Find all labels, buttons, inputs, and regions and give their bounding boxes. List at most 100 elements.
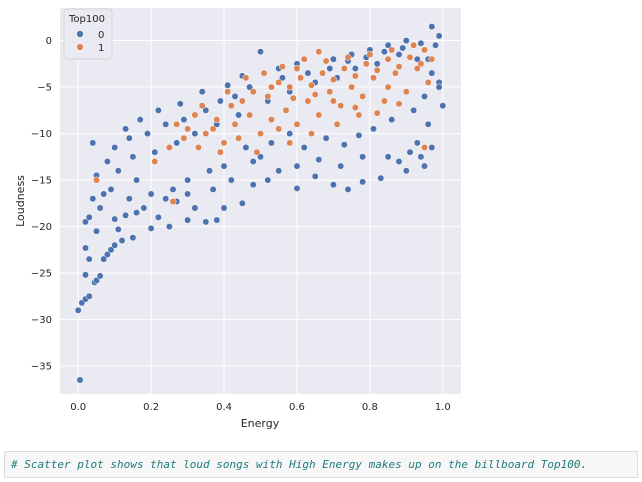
data-point [319,69,326,77]
data-point [355,131,363,139]
data-point [162,195,170,203]
data-point [329,97,337,105]
data-point [413,65,421,72]
data-point [213,216,221,224]
data-point [162,120,170,128]
data-point [264,92,272,100]
data-point [227,176,235,184]
data-point [293,120,301,128]
y-tick-label: −15 [31,176,52,187]
data-point [93,277,100,284]
data-point [82,271,89,279]
data-point [329,181,337,189]
series-1 [93,41,436,205]
x-tick-label: 1.0 [435,402,451,413]
data-point [246,83,254,91]
data-point [432,41,439,49]
data-point [439,102,447,110]
data-point [213,116,221,124]
data-point [74,306,82,314]
grid-lines [60,8,461,394]
data-point [100,255,108,263]
data-point [362,60,370,68]
data-point [395,51,403,58]
legend-marker-0 [76,30,84,38]
data-point [114,225,122,233]
y-tick-label: −35 [31,362,52,373]
data-point [100,190,108,198]
data-point [344,53,352,61]
data-point [384,55,392,63]
code-cell[interactable]: # Scatter plot shows that loud songs wit… [4,451,638,478]
data-point [275,167,283,175]
data-point [424,78,432,86]
data-point [206,167,213,175]
data-point [351,72,359,80]
data-point [107,246,115,254]
data-point [304,97,312,105]
data-point [184,125,192,133]
data-point [340,141,348,149]
data-point [333,120,341,128]
data-point [359,92,367,100]
data-point [267,83,275,91]
data-point [122,211,130,219]
data-point [253,148,261,156]
data-point [406,148,414,156]
data-point [224,88,232,96]
data-point [85,213,93,221]
legend: Top100 0 1 [63,8,113,60]
data-point [304,69,312,77]
data-point [340,65,348,72]
data-point [264,176,272,184]
data-point [173,139,181,147]
data-point [428,69,436,77]
data-point [366,51,374,58]
data-point [370,125,377,133]
data-point [242,144,250,151]
data-point [351,65,359,72]
data-point [315,111,323,119]
data-point [297,74,305,82]
data-point [421,144,428,151]
data-point [300,55,308,63]
data-point [260,69,268,77]
data-point [224,81,232,89]
data-point [180,134,188,142]
data-point [147,190,155,198]
data-point [275,125,283,133]
data-point [220,162,228,170]
data-point [89,139,97,147]
data-point [388,46,396,54]
data-point [326,88,334,96]
scatter-chart: 0.0 0.2 0.4 0.6 0.8 1.0 0 −5 −10 −15 −20 −25 −30 −35… [14,8,461,430]
data-point [195,144,202,151]
data-point [235,111,243,119]
data-point [267,116,275,124]
data-point [384,153,392,161]
data-point [249,88,257,96]
legend-marker-1 [76,43,84,51]
data-point [202,130,210,138]
data-point [275,78,283,86]
data-point [202,218,210,226]
data-point [169,198,177,205]
data-point [231,92,239,100]
data-point [395,63,403,71]
data-point [257,48,264,56]
x-tick-label: 0.0 [70,402,86,413]
y-tick-label: −10 [31,129,52,140]
data-point [278,74,286,82]
data-point [388,116,396,124]
data-point [85,255,93,263]
data-point [103,251,111,258]
data-point [421,46,428,54]
data-point [337,162,345,170]
data-point [428,144,436,151]
data-point [238,97,246,105]
data-point [300,144,308,151]
data-point [315,156,323,164]
y-tick-label: −5 [37,83,52,94]
data-point [169,185,177,193]
data-point [351,104,359,111]
